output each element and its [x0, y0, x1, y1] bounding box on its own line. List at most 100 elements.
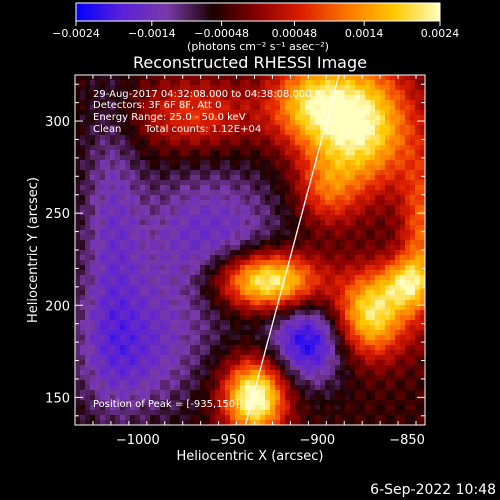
heatmap-cell [200, 275, 206, 281]
heatmap-cell [245, 325, 251, 331]
heatmap-cell [305, 150, 311, 156]
heatmap-cell [340, 185, 346, 191]
heatmap-cell [270, 400, 276, 406]
heatmap-cell [305, 130, 311, 136]
heatmap-cell [220, 360, 226, 366]
heatmap-cell [420, 245, 426, 251]
heatmap-cell [225, 255, 231, 261]
heatmap-cell [130, 240, 136, 246]
heatmap-cell [265, 100, 271, 106]
heatmap-cell [305, 315, 311, 321]
heatmap-cell [135, 245, 141, 251]
heatmap-cell [300, 95, 306, 101]
heatmap-cell [415, 180, 421, 186]
heatmap-cell [270, 220, 276, 226]
heatmap-cell [325, 220, 331, 226]
heatmap-cell [405, 380, 411, 386]
heatmap-cell [340, 245, 346, 251]
heatmap-cell [265, 285, 271, 291]
heatmap-cell [420, 170, 426, 176]
heatmap-cell [185, 380, 191, 386]
heatmap-cell [255, 260, 261, 266]
heatmap-cell [260, 230, 266, 236]
heatmap-cell [325, 405, 331, 411]
heatmap-cell [110, 195, 116, 201]
heatmap-cell [310, 190, 316, 196]
heatmap-cell [140, 305, 146, 311]
heatmap-cell [95, 175, 101, 181]
heatmap-cell [420, 335, 426, 341]
heatmap-cell [360, 215, 366, 221]
heatmap-cell [105, 315, 111, 321]
heatmap-cell [175, 80, 181, 86]
heatmap-cell [105, 105, 111, 111]
heatmap-cell [135, 240, 141, 246]
heatmap-cell [325, 345, 331, 351]
heatmap-cell [215, 400, 221, 406]
heatmap-cell [295, 95, 301, 101]
heatmap-cell [155, 300, 161, 306]
heatmap-cell [95, 230, 101, 236]
heatmap-cell [140, 300, 146, 306]
heatmap-cell [345, 320, 351, 326]
heatmap-cell [165, 240, 171, 246]
heatmap-cell [370, 360, 376, 366]
heatmap-cell [90, 140, 96, 146]
heatmap-cell [275, 220, 281, 226]
heatmap-cell [235, 195, 241, 201]
heatmap-cell [400, 260, 406, 266]
heatmap-cell [285, 225, 291, 231]
heatmap-cell [235, 210, 241, 216]
heatmap-cell [125, 170, 131, 176]
heatmap-cell [405, 275, 411, 281]
heatmap-cell [115, 340, 121, 346]
heatmap-cell [125, 355, 131, 361]
heatmap-cell [125, 85, 131, 91]
heatmap-cell [305, 135, 311, 141]
heatmap-cell [270, 350, 276, 356]
heatmap-cell [75, 80, 81, 86]
heatmap-cell [170, 380, 176, 386]
heatmap-cell [185, 265, 191, 271]
heatmap-cell [255, 165, 261, 171]
heatmap-cell [290, 225, 296, 231]
heatmap-cell [360, 240, 366, 246]
heatmap-cell [415, 135, 421, 141]
heatmap-cell [320, 415, 326, 421]
heatmap-cell [275, 325, 281, 331]
heatmap-cell [170, 415, 176, 421]
heatmap-cell [170, 420, 176, 426]
heatmap-cell [320, 355, 326, 361]
heatmap-cell [280, 235, 286, 241]
heatmap-cell [100, 115, 106, 121]
heatmap-cell [210, 405, 216, 411]
heatmap-cell [140, 265, 146, 271]
heatmap-cell [260, 375, 266, 381]
heatmap-cell [250, 160, 256, 166]
heatmap-cell [365, 375, 371, 381]
heatmap-cell [285, 395, 291, 401]
heatmap-cell [395, 230, 401, 236]
heatmap-cell [370, 335, 376, 341]
heatmap-cell [255, 125, 261, 131]
heatmap-cell [420, 410, 426, 416]
heatmap-cell [345, 230, 351, 236]
heatmap-cell [305, 405, 311, 411]
heatmap-cell [240, 175, 246, 181]
heatmap-cell [310, 290, 316, 296]
heatmap-cell [280, 265, 286, 271]
heatmap-cell [295, 310, 301, 316]
heatmap-cell [155, 140, 161, 146]
heatmap-cell [155, 90, 161, 96]
heatmap-cell [380, 165, 386, 171]
heatmap-cell [270, 190, 276, 196]
heatmap-cell [225, 320, 231, 326]
heatmap-cell [415, 130, 421, 136]
heatmap-cell [250, 90, 256, 96]
heatmap-cell [195, 350, 201, 356]
heatmap-cell [400, 150, 406, 156]
heatmap-cell [280, 400, 286, 406]
heatmap-cell [335, 95, 341, 101]
heatmap-cell [130, 250, 136, 256]
heatmap-cell [280, 125, 286, 131]
